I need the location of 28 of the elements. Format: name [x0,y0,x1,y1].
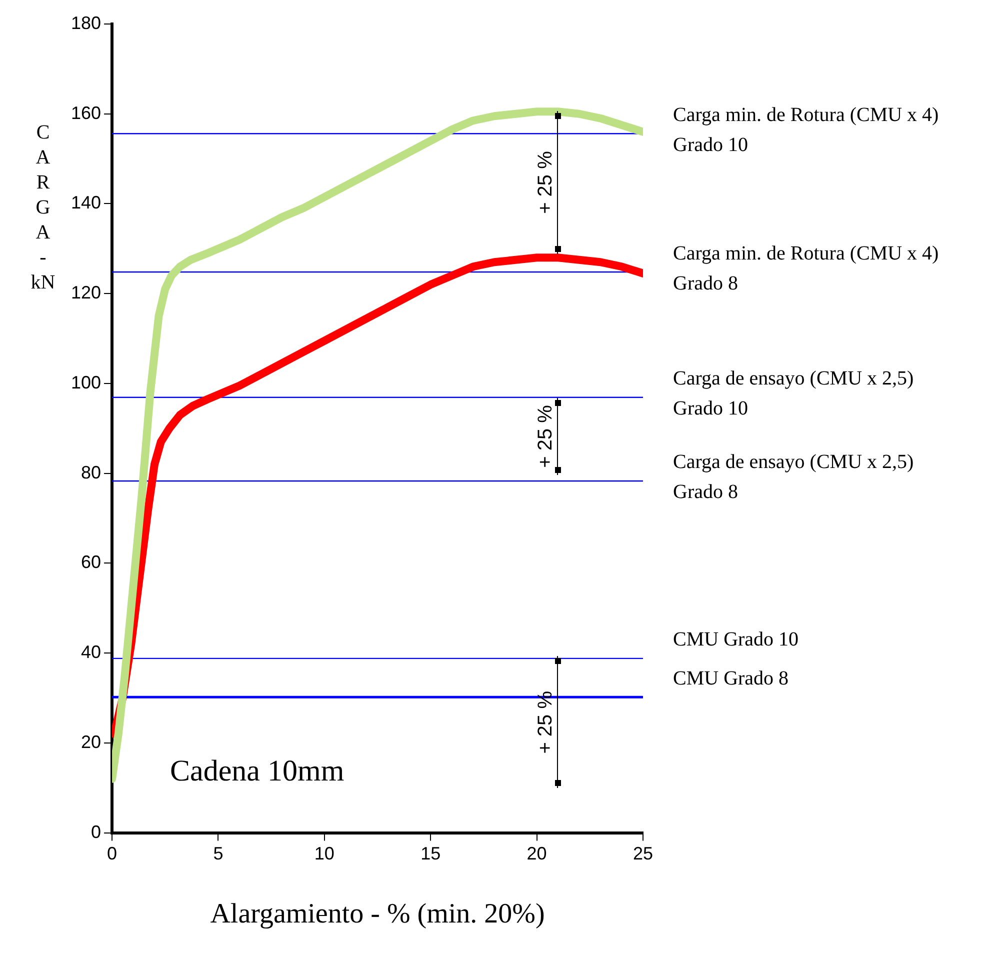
x-tick-label: 10 [314,844,334,864]
x-tick-label: 5 [213,844,224,864]
y-tick-label: 80 [81,462,102,482]
annotation: + 25 % [534,150,557,214]
y-tick-label: 40 [81,642,102,662]
x-tick-label: 15 [420,844,441,864]
annotation: + 25 % [534,404,557,468]
x-axis-title: Alargamiento - % (min. 20%) [210,898,545,930]
annotation: + 25 % [534,690,557,754]
y-tick-label: 20 [81,732,102,752]
y-tick-label: 120 [70,282,102,303]
y-axis-title: CARGA - kN [30,122,56,294]
ref-line-label: Carga de ensayo (CMU x 2,5) Grado 8 [673,451,914,504]
y-tick-label: 140 [70,192,102,213]
y-tick-label: 180 [70,12,102,33]
ref-line-label: CMU Grado 10 [673,628,799,651]
ref-line-label: Carga min. de Rotura (CMU x 4) Grado 8 [673,242,939,294]
ref-line-label: Carga de ensayo (CMU x 2,5) Grado 10 [673,368,914,420]
ref-line-label: CMU Grado 8 [673,667,789,690]
y-tick-label: 160 [70,102,102,123]
x-tick-label: 0 [107,844,118,864]
annotation: Cadena 10mm [170,754,344,788]
x-tick-label: 20 [526,844,547,864]
y-tick-label: 100 [70,372,102,392]
x-tick-label: 25 [632,844,654,864]
ref-line-label: Carga min. de Rotura (CMU x 4) Grado 10 [673,104,939,156]
y-tick-label: 60 [81,552,102,572]
y-tick-label: 0 [91,822,102,842]
